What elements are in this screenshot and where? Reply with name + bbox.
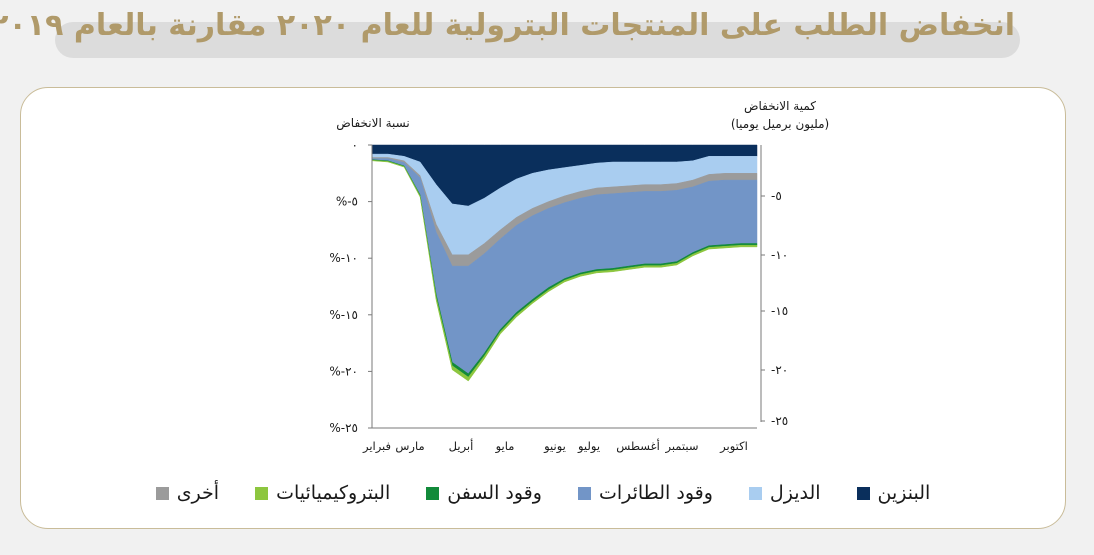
legend-label: الديزل bbox=[769, 482, 821, 504]
right-tick-label: -١٥ bbox=[771, 304, 788, 318]
legend-swatch bbox=[577, 486, 591, 500]
left-tick-label: %-١٠ bbox=[329, 251, 358, 265]
legend-item: وقود السفن bbox=[426, 482, 542, 504]
left-tick-label: %-٥ bbox=[336, 195, 358, 209]
x-tick-label: يوليو bbox=[577, 439, 600, 454]
x-tick-label: اكتوبر bbox=[719, 439, 748, 454]
legend-label: وقود السفن bbox=[447, 482, 542, 504]
x-tick-label: فبراير bbox=[362, 439, 391, 454]
legend-item: وقود الطائرات bbox=[577, 482, 713, 504]
legend-label: البتروكيميائيات bbox=[276, 482, 391, 504]
legend-swatch bbox=[856, 486, 870, 500]
x-tick-label: يونيو bbox=[543, 439, 566, 454]
left-axis-title: نسبة الانخفاض bbox=[336, 116, 410, 130]
legend-label: وقود الطائرات bbox=[598, 482, 713, 504]
chart-legend: أخرى البتروكيميائيات وقود السفن وقود الطائر… bbox=[20, 476, 1066, 510]
area-series bbox=[371, 160, 758, 382]
x-tick-label: أبريل bbox=[449, 438, 474, 454]
x-tick-label: مارس bbox=[395, 439, 424, 454]
legend-item: الديزل bbox=[748, 482, 821, 504]
left-tick-label: ٠ bbox=[352, 138, 358, 152]
legend-swatch bbox=[155, 486, 169, 500]
left-tick-label: %-٢٠ bbox=[329, 364, 358, 378]
right-axis-title-line2: (مليون برميل يوميا) bbox=[730, 117, 830, 131]
legend-swatch bbox=[255, 486, 269, 500]
right-tick-label: -١٠ bbox=[771, 248, 788, 262]
legend-label: البنزين bbox=[877, 482, 931, 504]
right-tick-label: -٢٥ bbox=[771, 414, 788, 428]
left-tick-label: %-٢٥ bbox=[329, 421, 358, 435]
right-axis-title-line1: كمية الانخفاض bbox=[743, 99, 817, 113]
title-background-bar bbox=[55, 22, 1020, 58]
right-tick-label: -٢٠ bbox=[771, 363, 788, 377]
right-tick-label: -٥ bbox=[771, 189, 782, 203]
legend-item: أخرى bbox=[155, 482, 220, 504]
page-title: انخفاض الطلب على المنتجات البترولية للعا… bbox=[0, 8, 1015, 43]
legend-swatch bbox=[426, 486, 440, 500]
left-tick-label: %-١٥ bbox=[329, 308, 358, 322]
legend-swatch bbox=[748, 486, 762, 500]
legend-item: البتروكيميائيات bbox=[255, 482, 390, 504]
legend-label: أخرى bbox=[176, 482, 220, 504]
legend-item: البنزين bbox=[856, 482, 931, 504]
x-tick-label: مايو bbox=[495, 439, 515, 454]
x-tick-label: أغسطس bbox=[616, 438, 660, 454]
x-tick-label: سبتمبر bbox=[664, 439, 698, 454]
